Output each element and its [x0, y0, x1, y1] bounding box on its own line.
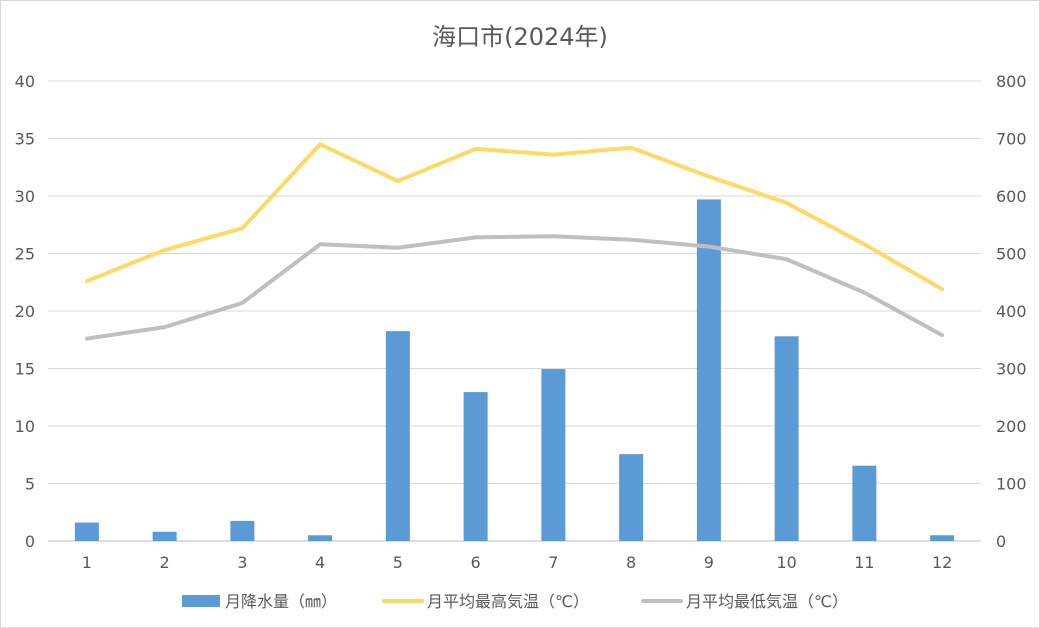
x-tick-label: 6	[471, 553, 481, 572]
x-tick-label: 8	[626, 553, 636, 572]
left-tick-label: 35	[15, 130, 35, 149]
right-tick-label: 400	[996, 302, 1027, 321]
legend-label: 月平均最高気温（℃）	[427, 592, 589, 611]
series-line	[84, 142, 945, 292]
left-tick-label: 10	[15, 417, 35, 436]
temperature-lines	[84, 142, 945, 341]
x-tick-label: 9	[704, 553, 714, 572]
precipitation-bar	[385, 331, 410, 541]
left-axis-ticks: 0 5 10 15 20 25 30 35 40	[15, 72, 35, 551]
right-tick-label: 200	[996, 417, 1027, 436]
x-tick-label: 12	[932, 553, 952, 572]
precipitation-bar	[152, 531, 177, 541]
x-tick-label: 2	[160, 553, 170, 572]
left-tick-label: 25	[15, 245, 35, 264]
precipitation-bar	[463, 392, 488, 541]
precipitation-bar	[541, 369, 566, 541]
left-tick-label: 30	[15, 187, 35, 206]
precipitation-bar	[230, 520, 255, 541]
left-tick-label: 15	[15, 360, 35, 379]
right-tick-label: 500	[996, 245, 1027, 264]
right-tick-label: 800	[996, 72, 1027, 91]
precipitation-bar	[774, 336, 799, 541]
x-tick-label: 1	[82, 553, 92, 572]
precipitation-bars	[74, 199, 955, 541]
series-line	[84, 234, 945, 341]
precipitation-bar	[308, 535, 333, 541]
legend-label: 月平均最低気温（℃）	[686, 592, 848, 611]
legend: 月降水量（㎜） 月平均最高気温（℃） 月平均最低気温（℃）	[182, 592, 848, 611]
precipitation-bar	[930, 535, 955, 541]
left-tick-label: 5	[25, 475, 35, 494]
right-tick-label: 0	[996, 532, 1006, 551]
x-tick-label: 4	[315, 553, 325, 572]
left-tick-label: 0	[25, 532, 35, 551]
precipitation-bar	[619, 454, 644, 541]
precipitation-bar	[852, 465, 877, 541]
right-tick-label: 100	[996, 475, 1027, 494]
legend-swatch-bar	[182, 595, 220, 607]
left-tick-label: 20	[15, 302, 35, 321]
right-tick-label: 600	[996, 187, 1027, 206]
x-tick-label: 11	[854, 553, 874, 572]
x-tick-label: 5	[393, 553, 403, 572]
right-axis-ticks: 0 100 200 300 400 500 600 700 800	[996, 72, 1027, 551]
chart-title: 海口市(2024年)	[432, 23, 608, 51]
left-tick-label: 40	[15, 72, 35, 91]
precipitation-bar	[74, 522, 99, 541]
gridlines	[48, 80, 981, 542]
right-tick-label: 700	[996, 130, 1027, 149]
x-tick-label: 7	[548, 553, 558, 572]
right-tick-label: 300	[996, 360, 1027, 379]
legend-label: 月降水量（㎜）	[225, 592, 337, 611]
x-tick-label: 3	[237, 553, 247, 572]
x-axis-ticks: 1 2 3 4 5 6 7 8 9 10 11 12	[82, 553, 953, 572]
precipitation-bar	[696, 199, 721, 541]
x-tick-label: 10	[776, 553, 796, 572]
